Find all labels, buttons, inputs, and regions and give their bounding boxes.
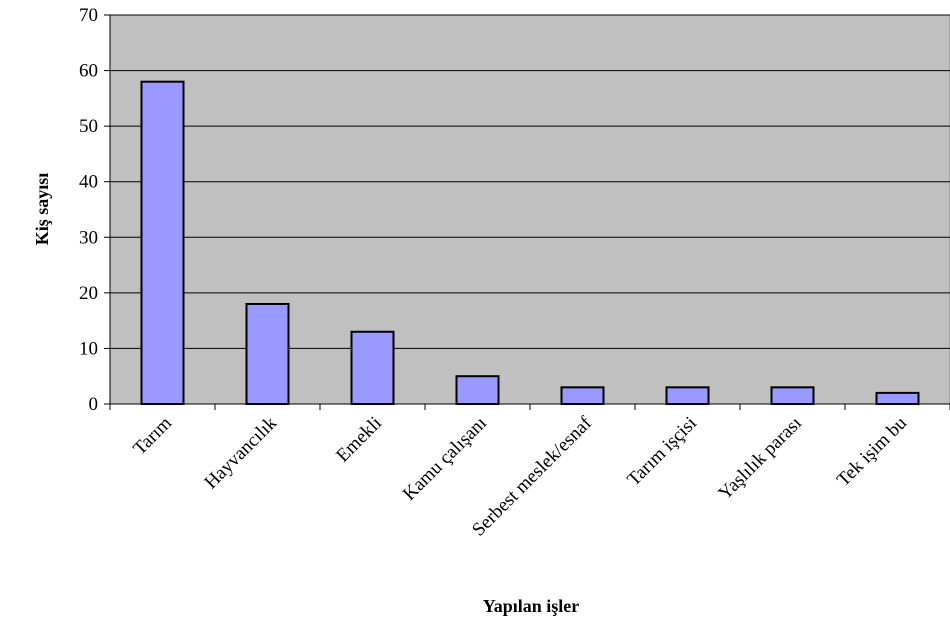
y-tick-label: 0	[89, 394, 99, 415]
x-tick-label: Tek işim bu	[833, 412, 911, 490]
x-tick-labels: Tarım Hayvancılık Emekli Kamu çalışanıSerbe…	[129, 412, 911, 540]
y-tick-label: 60	[79, 61, 98, 82]
x-tick-label: Tarım	[129, 413, 176, 460]
bar	[665, 386, 710, 406]
axes	[104, 14, 950, 410]
x-tick-label: Yaşlılık parası	[715, 413, 806, 504]
y-tick-label: 40	[79, 172, 98, 193]
gridlines	[110, 14, 950, 349]
y-tick-label: 30	[79, 227, 98, 248]
bar	[350, 330, 395, 405]
x-tick-label: Emekli	[332, 413, 386, 467]
bar	[455, 375, 500, 406]
y-tick-label: 50	[79, 116, 98, 137]
y-axis-title: Kiş sayısı	[32, 173, 52, 246]
x-tick-label: Tarım işçisi	[623, 413, 701, 491]
bar	[560, 386, 605, 406]
y-tick-labels: 0 10 20 30 40 50 60 70	[79, 5, 98, 415]
bar	[770, 386, 815, 406]
bar	[875, 391, 920, 405]
x-tick-label: Kamu çalışanı	[399, 413, 491, 505]
bar	[245, 302, 290, 406]
x-tick-label: Serbest meslek/esnaf	[468, 412, 596, 540]
y-tick-label: 20	[79, 283, 98, 304]
x-tick-label: Hayvancılık	[201, 412, 282, 493]
bar	[140, 80, 185, 406]
y-tick-label: 70	[79, 5, 98, 26]
plot-area	[109, 14, 950, 405]
x-axis-title: Yapılan işler	[483, 596, 580, 616]
y-tick-label: 10	[79, 338, 98, 359]
